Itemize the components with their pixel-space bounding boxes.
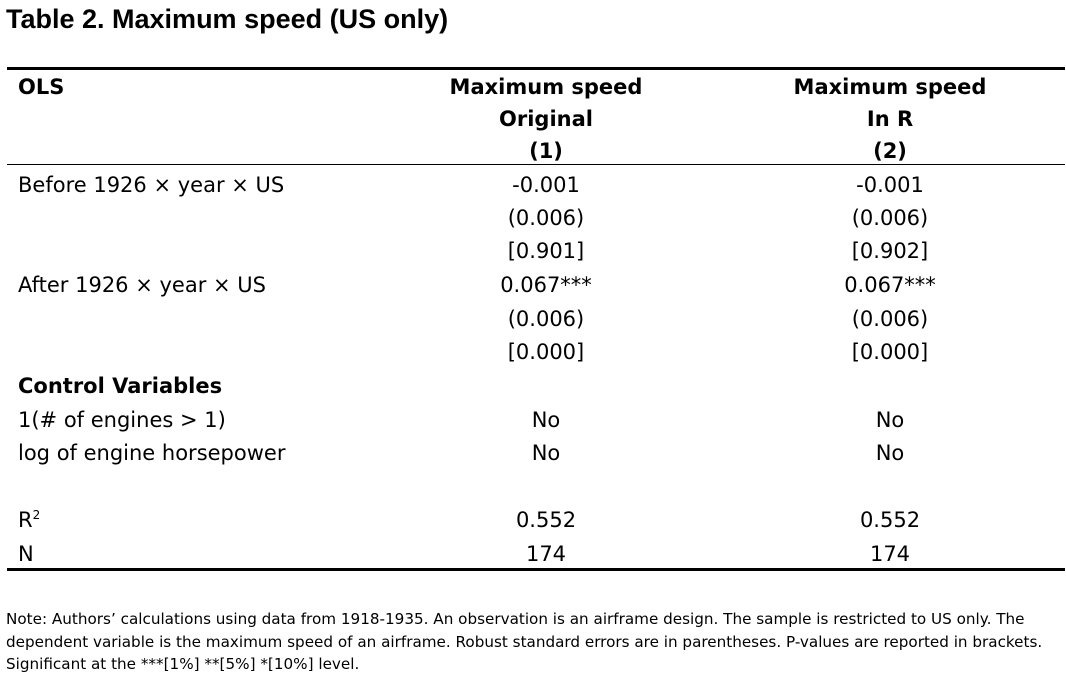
after-col1-coef: 0.067*** (500, 273, 592, 297)
before-col2-se: (0.006) (851, 206, 929, 230)
regression-table: OLS Maximum speed Original (1) Maximum s… (7, 67, 1065, 572)
note-line-1: Note: Authors’ calculations using data f… (6, 610, 1025, 628)
after-col1-se: (0.006) (507, 307, 585, 331)
r-squared-col1: 0.552 (515, 508, 577, 532)
r-squared-superscript: 2 (32, 508, 41, 522)
horsepower-col2: No (875, 441, 905, 465)
column-2-subtitle: In R (866, 107, 914, 131)
table-note: Note: Authors’ calculations using data f… (6, 608, 1056, 676)
before-col1-se: (0.006) (507, 206, 585, 230)
row-label-after-1926: After 1926 × year × US (18, 273, 266, 297)
column-1-subtitle: Original (499, 107, 593, 131)
after-col1-pvalue: [0.000] (507, 340, 585, 364)
row-label-before-1926: Before 1926 × year × US (18, 173, 285, 197)
bottom-rule (7, 568, 1065, 571)
control-variables-heading: Control Variables (18, 374, 223, 398)
engines-col2: No (875, 408, 905, 432)
before-col2-pvalue: [0.902] (851, 239, 929, 263)
top-rule (7, 67, 1065, 70)
after-col2-pvalue: [0.000] (851, 340, 929, 364)
header-rule (7, 164, 1065, 165)
horsepower-col1: No (531, 441, 561, 465)
r-squared-col2: 0.552 (859, 508, 921, 532)
row-label-horsepower: log of engine horsepower (18, 441, 286, 465)
row-label-engines: 1(# of engines > 1) (18, 408, 226, 432)
r-squared-letter: R (18, 508, 33, 532)
column-1-number: (1) (529, 139, 563, 163)
after-col2-coef: 0.067*** (844, 273, 936, 297)
table-title: Table 2. Maximum speed (US only) (6, 4, 449, 34)
note-line-3: Significant at the ***[1%] **[5%] *[10%]… (6, 655, 360, 673)
column-2-title: Maximum speed (793, 75, 987, 99)
column-2-number: (2) (873, 139, 907, 163)
engines-col1: No (531, 408, 561, 432)
n-col2: 174 (869, 542, 911, 566)
header-corner-label: OLS (18, 75, 65, 99)
row-label-n: N (18, 542, 34, 566)
before-col1-pvalue: [0.901] (507, 239, 585, 263)
after-col2-se: (0.006) (851, 307, 929, 331)
before-col2-coef: -0.001 (856, 173, 924, 197)
note-line-2: dependent variable is the maximum speed … (6, 632, 1043, 651)
before-col1-coef: -0.001 (512, 173, 580, 197)
n-col1: 174 (525, 542, 567, 566)
row-label-r-squared: R2 (18, 508, 40, 532)
column-1-title: Maximum speed (449, 75, 643, 99)
